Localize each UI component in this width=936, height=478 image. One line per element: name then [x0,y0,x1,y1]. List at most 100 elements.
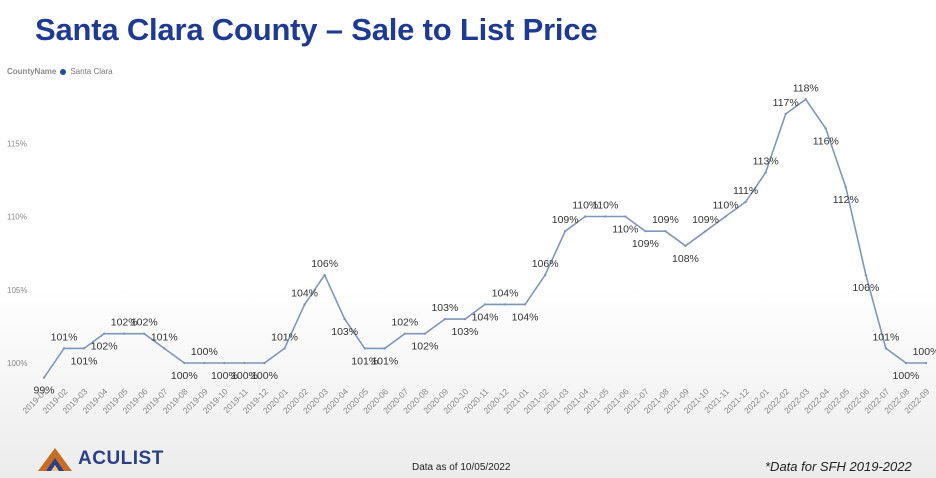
data-label: 102% [131,317,158,329]
data-point [503,303,507,306]
data-label: 102% [111,317,138,329]
data-label: 100% [251,370,278,382]
data-label: 104% [291,287,318,299]
data-point [443,317,447,321]
data-label: 112% [833,194,859,206]
y-tick-label: 100% [7,359,27,368]
data-point [163,347,166,350]
data-label: 100% [191,346,218,358]
data-label: 109% [552,214,579,226]
data-date: Data as of 10/05/2022 [412,462,511,473]
data-label: 110% [592,200,618,212]
data-point [644,229,647,233]
data-label: 101% [872,331,899,343]
logo-text: ACULIST [78,448,164,469]
data-point [844,186,848,189]
data-point [323,273,326,277]
data-point [784,112,787,116]
data-label: 108% [672,253,699,265]
data-point [102,332,106,335]
data-label: 104% [512,311,539,323]
data-point [223,361,226,365]
logo: ACULIST [36,446,164,472]
data-label: 101% [351,355,378,367]
data-point [684,244,687,248]
data-point [664,229,667,233]
data-label: 103% [331,326,358,338]
data-label: 101% [51,331,78,343]
data-label: 116% [813,136,839,148]
data-point [303,303,306,306]
data-label: 100% [171,370,198,382]
data-point [383,347,386,350]
data-point [764,171,767,174]
data-point [604,215,607,218]
data-label: 101% [371,355,398,367]
data-label: 110% [713,200,739,212]
data-point [744,200,747,204]
data-label: 100% [913,346,936,358]
data-point [724,215,727,218]
data-label: 113% [753,156,779,168]
data-label: 106% [532,258,559,270]
aculist-logo-icon [38,448,72,471]
data-label: 106% [852,282,879,294]
y-tick-label: 105% [7,286,27,295]
data-label: 111% [733,185,758,197]
data-label: 101% [271,331,298,343]
data-label: 100% [231,370,258,382]
y-tick-label: 115% [7,139,27,148]
data-label: 99% [33,385,54,397]
data-label: 103% [452,326,479,338]
legend: CountyName Santa Clara [7,67,113,76]
data-label: 110% [612,224,638,236]
data-point [463,317,467,321]
data-point [243,361,246,365]
data-point [864,273,868,277]
data-point [483,303,487,306]
legend-title: CountyName [7,67,57,76]
data-point [82,347,86,350]
data-point [563,229,567,233]
data-label: 109% [692,214,719,226]
data-label: 101% [151,331,178,343]
data-point [183,361,186,365]
data-label: 118% [793,82,819,94]
data-label: 109% [652,214,679,226]
data-point [824,127,827,130]
data-label: 110% [572,200,598,212]
data-point [884,347,888,350]
data-label: 100% [893,370,920,382]
data-point [543,273,547,277]
data-point [143,332,146,335]
data-point [423,332,427,335]
y-tick-label: 110% [7,213,27,222]
data-point [584,215,587,218]
footnote: *Data for SFH 2019-2022 [765,459,912,474]
data-point [403,332,407,335]
data-point [203,361,206,365]
data-point [122,332,126,335]
legend-entry-santa-clara: Santa Clara [70,67,113,76]
data-label: 104% [492,287,519,299]
data-label: 100% [211,370,238,382]
data-point [363,347,366,350]
data-label: 104% [472,311,499,323]
data-point [804,98,807,101]
data-point [343,317,346,321]
data-label: 102% [411,341,438,353]
page-title: Santa Clara County – Sale to List Price [35,12,598,47]
data-label: 117% [773,97,799,109]
data-point [924,361,928,365]
data-point [42,376,46,379]
data-label: 101% [71,355,98,367]
data-point [62,347,66,350]
data-label: 109% [632,238,659,250]
data-label: 102% [391,317,418,329]
data-point [523,303,527,306]
legend-marker-icon [60,68,67,75]
data-point [704,229,707,233]
data-point [283,347,286,350]
data-point [263,361,266,365]
